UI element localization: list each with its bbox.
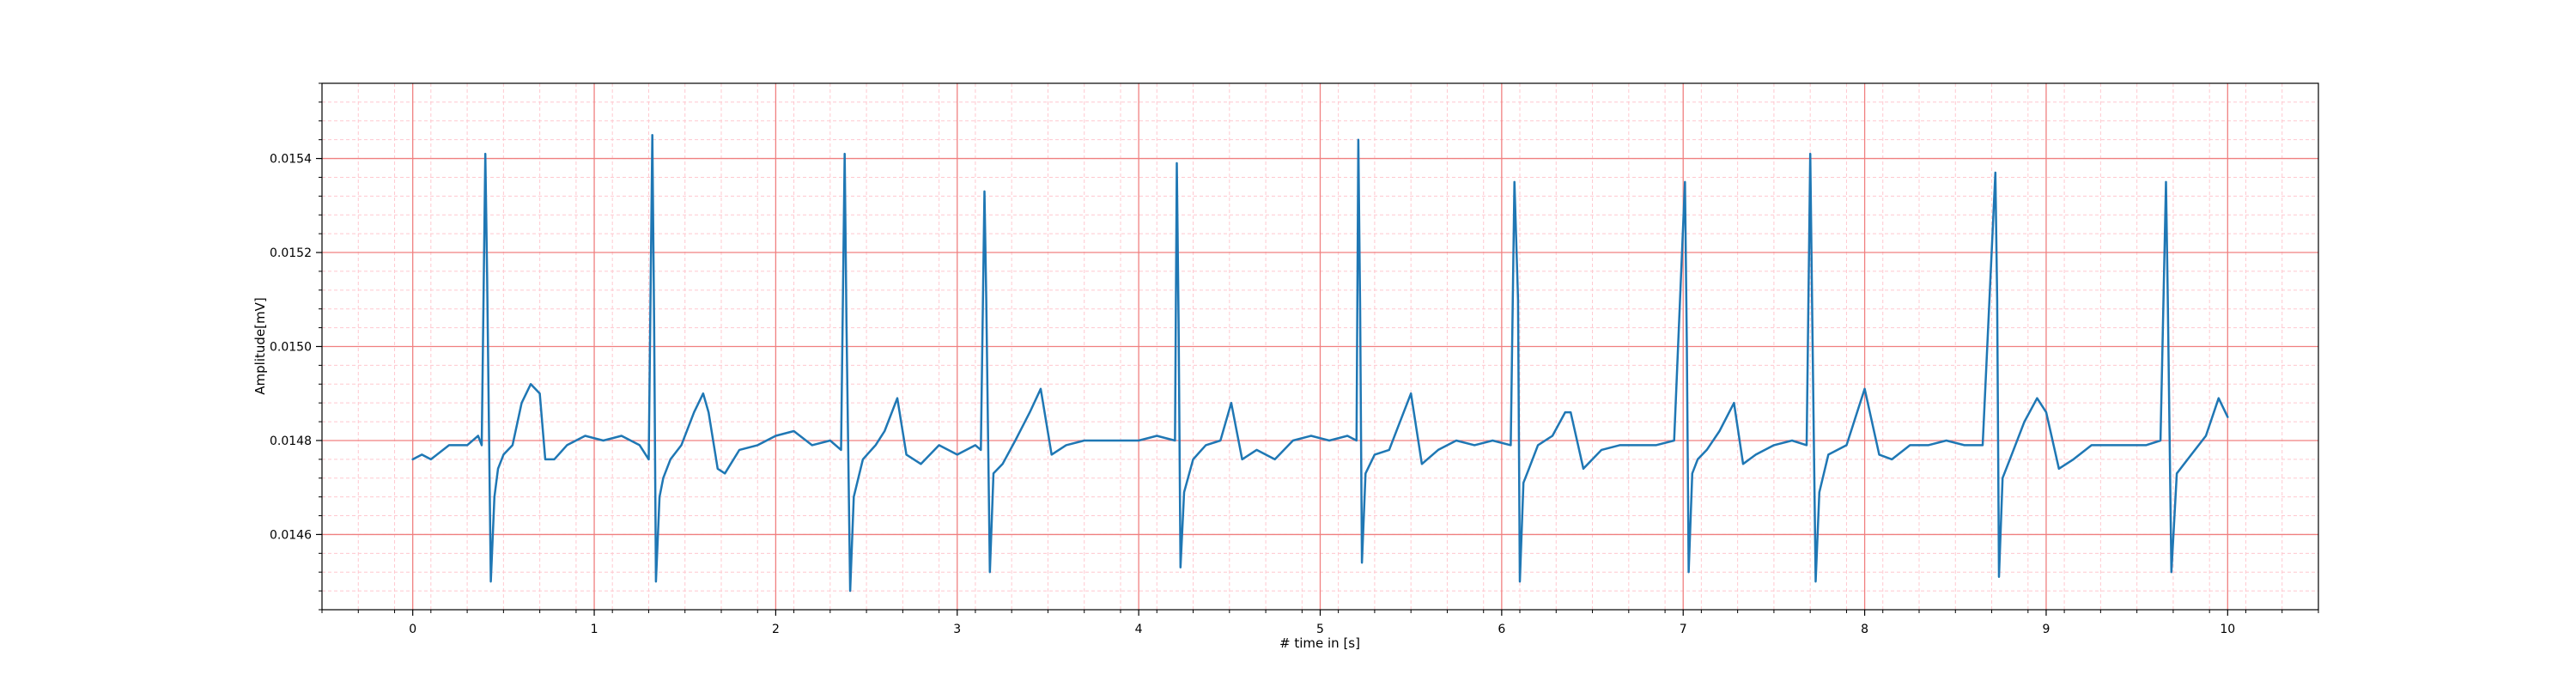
plot-frame xyxy=(321,82,2319,611)
x-tick-label: 10 xyxy=(2220,623,2235,636)
y-axis-label: Amplitude[mV] xyxy=(252,297,268,394)
y-tick-label: 0.0152 xyxy=(270,246,312,260)
x-tick-labels: 0 1 2 3 4 5 6 7 8 9 10 xyxy=(409,623,2235,636)
series-line-ecg xyxy=(411,133,2229,593)
tick-marks xyxy=(316,82,2319,616)
x-tick-label: 7 xyxy=(1680,623,1687,636)
x-tick-label: 9 xyxy=(2042,623,2050,636)
x-tick-label: 6 xyxy=(1498,623,1505,636)
y-tick-label: 0.0154 xyxy=(270,153,312,167)
y-tick-label: 0.0146 xyxy=(270,528,312,542)
x-tick-label: 0 xyxy=(409,623,416,636)
x-tick-label: 3 xyxy=(953,623,961,636)
x-axis-label: # time in [s] xyxy=(1279,635,1360,651)
x-tick-label: 4 xyxy=(1135,623,1143,636)
x-tick-label: 2 xyxy=(772,623,780,636)
x-tick-label: 5 xyxy=(1316,623,1324,636)
x-tick-label: 8 xyxy=(1861,623,1868,636)
y-tick-label: 0.0150 xyxy=(270,341,312,355)
y-tick-label: 0.0148 xyxy=(270,435,312,448)
x-tick-label: 1 xyxy=(591,623,598,636)
y-tick-labels: 0.0146 0.0148 0.0150 0.0152 0.0154 xyxy=(270,153,312,543)
